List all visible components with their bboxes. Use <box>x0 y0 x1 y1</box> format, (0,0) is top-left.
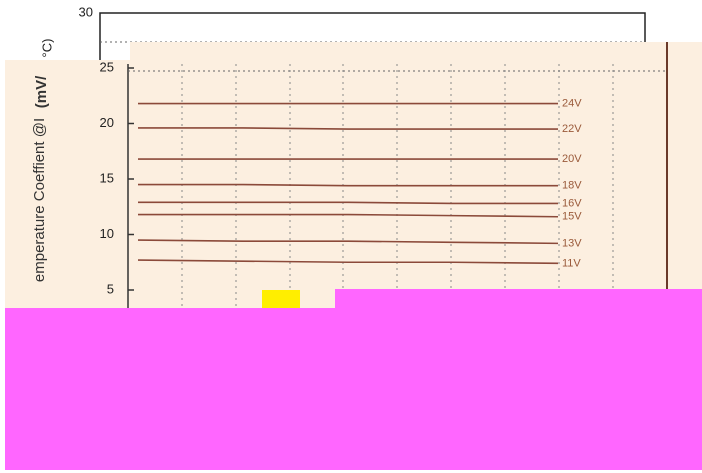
back-tick-label: 30 <box>79 4 93 19</box>
plot: 5 10 15 20 25 24V 22V 20V 18V 16V 15V 13V 11V <box>100 59 583 296</box>
series-label: 24V <box>562 97 582 109</box>
series-line <box>138 183 558 187</box>
y-axis-label: emperature Coeffient @I <box>31 118 48 282</box>
series-line <box>138 213 559 218</box>
series-label: 11V <box>562 257 581 269</box>
series-line <box>138 201 558 205</box>
series-label: 13V <box>562 237 582 249</box>
y-tick-label: 15 <box>100 170 114 185</box>
series-line <box>138 127 558 130</box>
y-tick-label: 5 <box>107 281 114 296</box>
y-tick-label: 10 <box>100 226 114 241</box>
series-label: 18V <box>562 180 582 192</box>
series-label: 20V <box>562 153 582 165</box>
overlay <box>5 308 702 470</box>
series-line <box>137 239 559 245</box>
y-tick-label: 25 <box>100 59 114 74</box>
y-axis-unit: (mV/ <box>33 75 50 108</box>
series-label: 22V <box>562 123 582 135</box>
series-label: 15V <box>562 211 582 223</box>
overlay-patch <box>262 290 300 308</box>
panel <box>5 60 135 312</box>
panel <box>130 42 702 312</box>
y-tick-label: 20 <box>100 115 114 130</box>
series-label: 16V <box>562 197 582 209</box>
series-line <box>137 259 559 265</box>
back-axis-label: °C) <box>39 39 54 58</box>
